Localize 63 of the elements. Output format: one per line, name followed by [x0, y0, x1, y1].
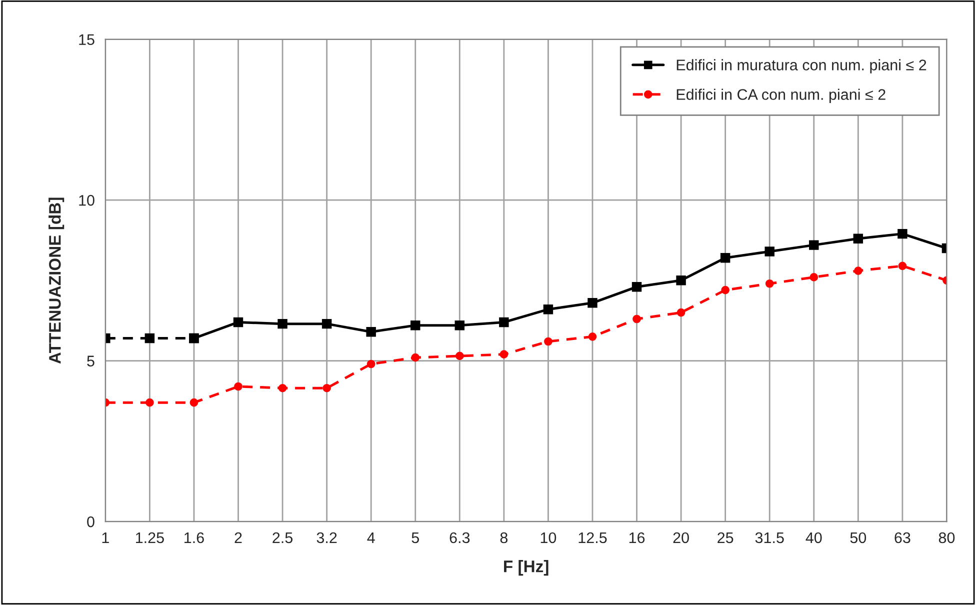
point — [809, 240, 819, 250]
x-tick-label: 2 — [234, 532, 242, 543]
point — [676, 276, 686, 286]
point — [455, 352, 464, 360]
x-tick-label: 80 — [938, 532, 955, 544]
point — [411, 353, 420, 362]
point — [810, 273, 818, 282]
y-tick-label: 5 — [87, 356, 94, 366]
point — [721, 286, 730, 294]
point — [499, 317, 509, 328]
x-tick-label: 8 — [500, 532, 508, 544]
point — [366, 326, 376, 337]
x-axis-title: F [Hz] — [504, 560, 548, 576]
y-axis-title: ATTENUAZIONE [dB] — [48, 198, 64, 364]
point — [146, 398, 154, 407]
point — [765, 279, 774, 288]
point — [322, 318, 332, 329]
point — [278, 384, 287, 392]
point — [500, 350, 508, 359]
y-tick-label: 0 — [87, 516, 94, 528]
x-tick-label: 12.5 — [578, 532, 607, 544]
point — [234, 382, 242, 391]
point — [898, 228, 908, 239]
x-tick-label: 20 — [673, 532, 689, 544]
x-tick-label: 63 — [894, 532, 910, 544]
point — [366, 360, 376, 368]
x-tick-label: 5 — [412, 532, 419, 544]
legend-label: Edifici in muratura con num. piani ≤ 2 — [676, 59, 926, 74]
point — [410, 320, 420, 330]
x-tick-label: 3.2 — [316, 532, 337, 544]
point — [588, 332, 597, 341]
point — [853, 234, 864, 244]
point — [632, 282, 642, 292]
x-tick-label: 40 — [806, 532, 822, 544]
point — [544, 337, 552, 346]
y-tick-label: 15 — [79, 34, 94, 46]
point — [676, 308, 686, 317]
x-tick-label: 50 — [850, 532, 866, 544]
point — [898, 262, 907, 270]
point — [543, 304, 554, 314]
x-tick-label: 10 — [540, 532, 556, 544]
y-tick-label: 10 — [79, 194, 94, 206]
point — [233, 317, 244, 328]
point — [190, 398, 198, 407]
point — [854, 266, 862, 275]
x-tick-label: 1 — [102, 532, 109, 543]
x-tick-label: 6.3 — [450, 532, 470, 544]
point — [632, 314, 641, 324]
x-tick-label: 16 — [629, 532, 645, 544]
point — [764, 246, 774, 256]
point — [322, 384, 331, 392]
x-tick-label: 4 — [367, 532, 375, 543]
point — [588, 298, 598, 308]
point — [278, 318, 288, 329]
point — [454, 320, 465, 330]
x-tick-label: 25 — [718, 532, 734, 544]
point — [720, 253, 730, 263]
point — [189, 333, 199, 344]
x-tick-label: 1.25 — [136, 532, 164, 544]
x-tick-label: 1.6 — [184, 532, 204, 544]
x-tick-label: 2.5 — [272, 532, 293, 544]
legend-label: Edifici in CA con num. piani ≤ 2 — [676, 88, 886, 103]
x-tick-label: 31.5 — [755, 532, 784, 544]
